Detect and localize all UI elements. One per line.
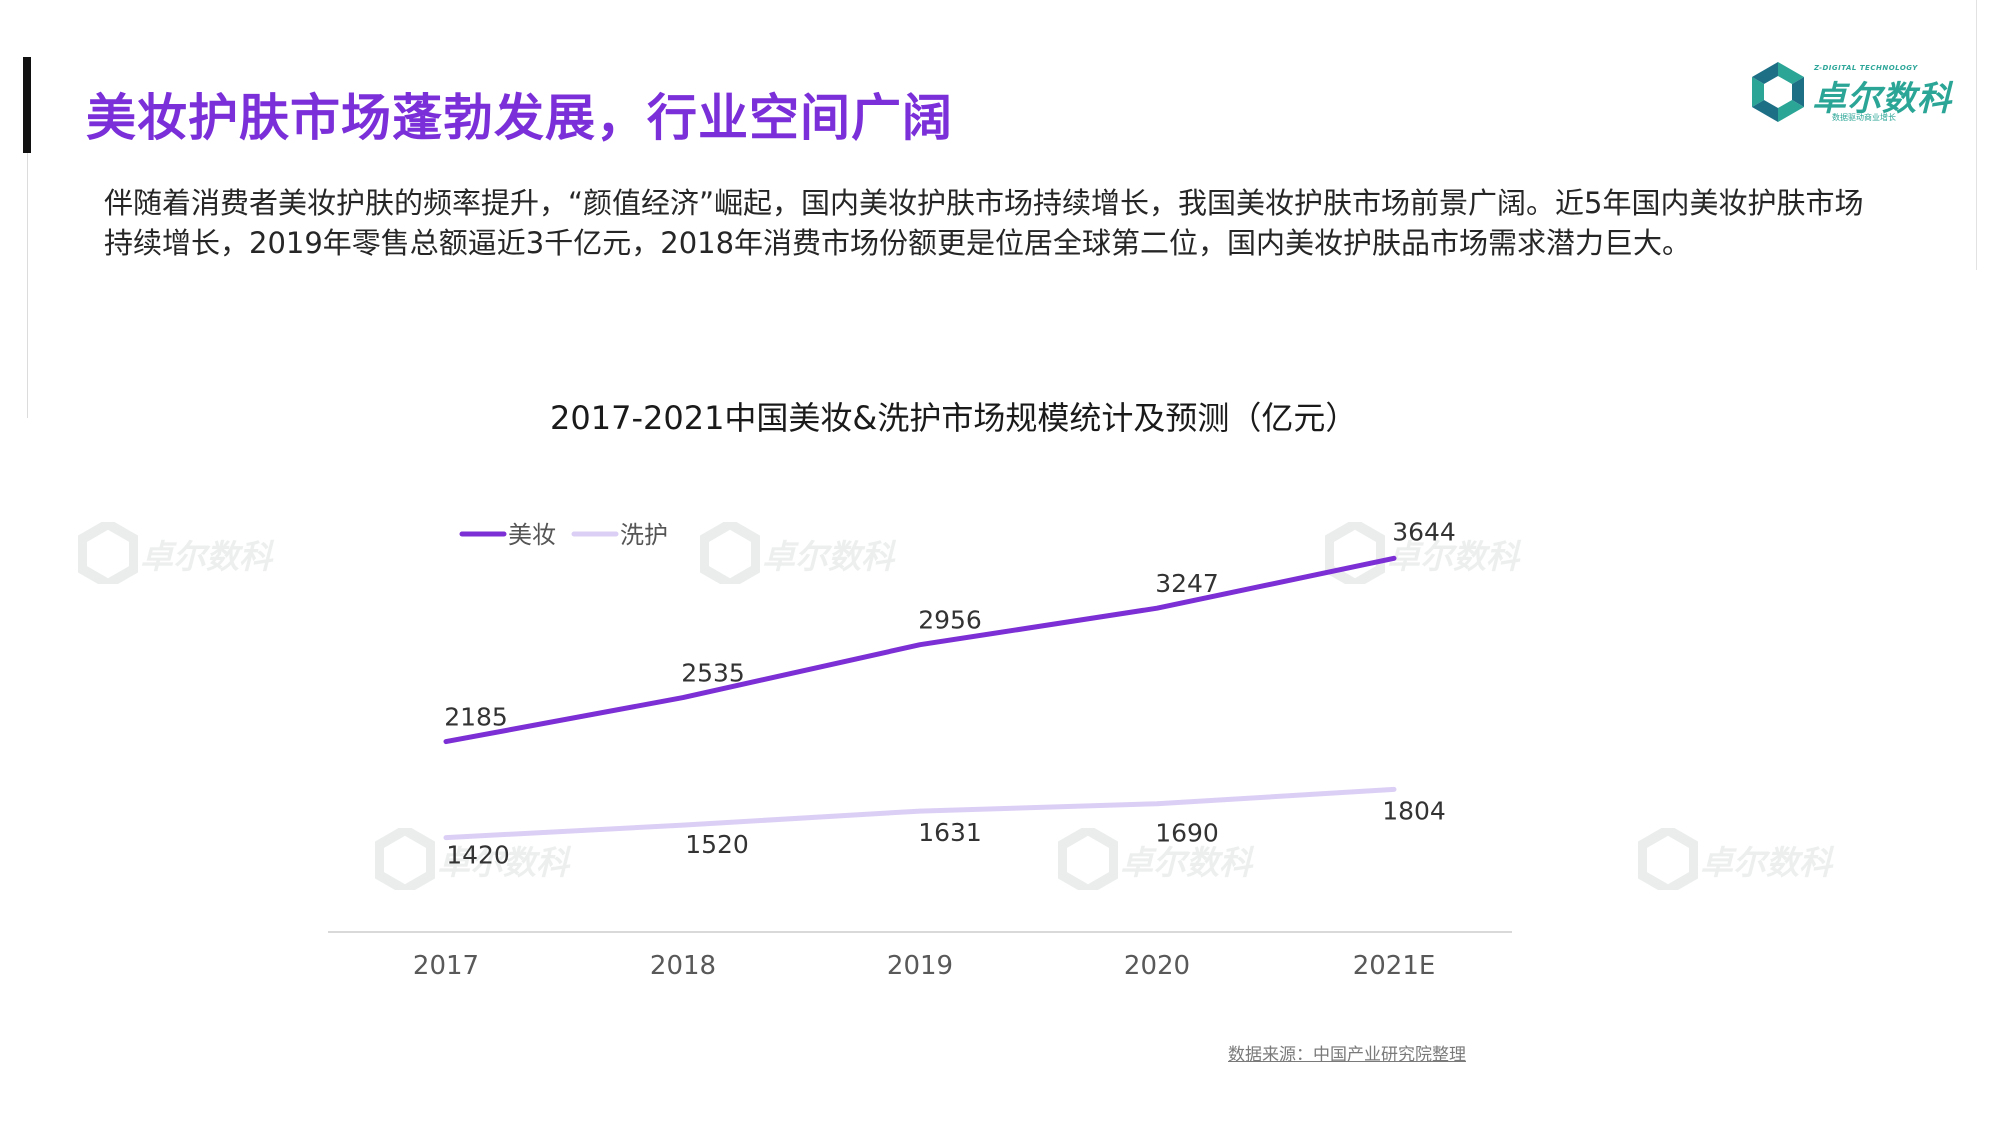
logo-mark-icon xyxy=(1752,62,1804,122)
page-title: 美妆护肤市场蓬勃发展，行业空间广阔 xyxy=(86,89,953,147)
x-tick-label: 2021E xyxy=(1353,951,1436,981)
data-label: 3644 xyxy=(1392,517,1456,546)
chart-title: 2017-2021中国美妆&洗护市场规模统计及预测（亿元） xyxy=(550,399,1358,437)
title-accent-bar xyxy=(23,57,31,153)
x-tick-label: 2020 xyxy=(1124,951,1190,981)
intro-paragraph: 伴随着消费者美妆护肤的频率提升，“颜值经济”崛起，国内美妆护肤市场持续增长，我国… xyxy=(104,186,1864,260)
data-label: 1804 xyxy=(1382,796,1446,825)
company-logo: Z-DIGITAL TECHNOLOGY 卓尔数科 数据驱动商业增长 xyxy=(1748,58,1951,128)
right-divider xyxy=(1976,0,1977,270)
data-label: 3247 xyxy=(1155,569,1219,598)
x-tick-label: 2017 xyxy=(413,951,479,981)
data-source: 数据来源：中国产业研究院整理 xyxy=(1228,1045,1466,1065)
data-label: 1631 xyxy=(918,818,982,847)
legend-label: 洗护 xyxy=(620,521,668,549)
data-label: 2956 xyxy=(918,606,982,635)
x-tick-label: 2019 xyxy=(887,951,953,981)
left-divider xyxy=(27,153,28,418)
data-label: 2535 xyxy=(681,659,745,688)
logo-name: 卓尔数科 xyxy=(1812,79,1952,119)
data-label: 2185 xyxy=(444,703,508,732)
data-label: 1420 xyxy=(446,841,510,870)
data-label: 1690 xyxy=(1155,819,1219,848)
series-line-0 xyxy=(443,555,1397,745)
legend-label: 美妆 xyxy=(508,521,556,549)
logo-subtitle: Z-DIGITAL TECHNOLOGY xyxy=(1814,64,1918,72)
logo-tagline: 数据驱动商业增长 xyxy=(1832,113,1896,122)
data-label: 1520 xyxy=(685,830,749,859)
x-tick-label: 2018 xyxy=(650,951,716,981)
